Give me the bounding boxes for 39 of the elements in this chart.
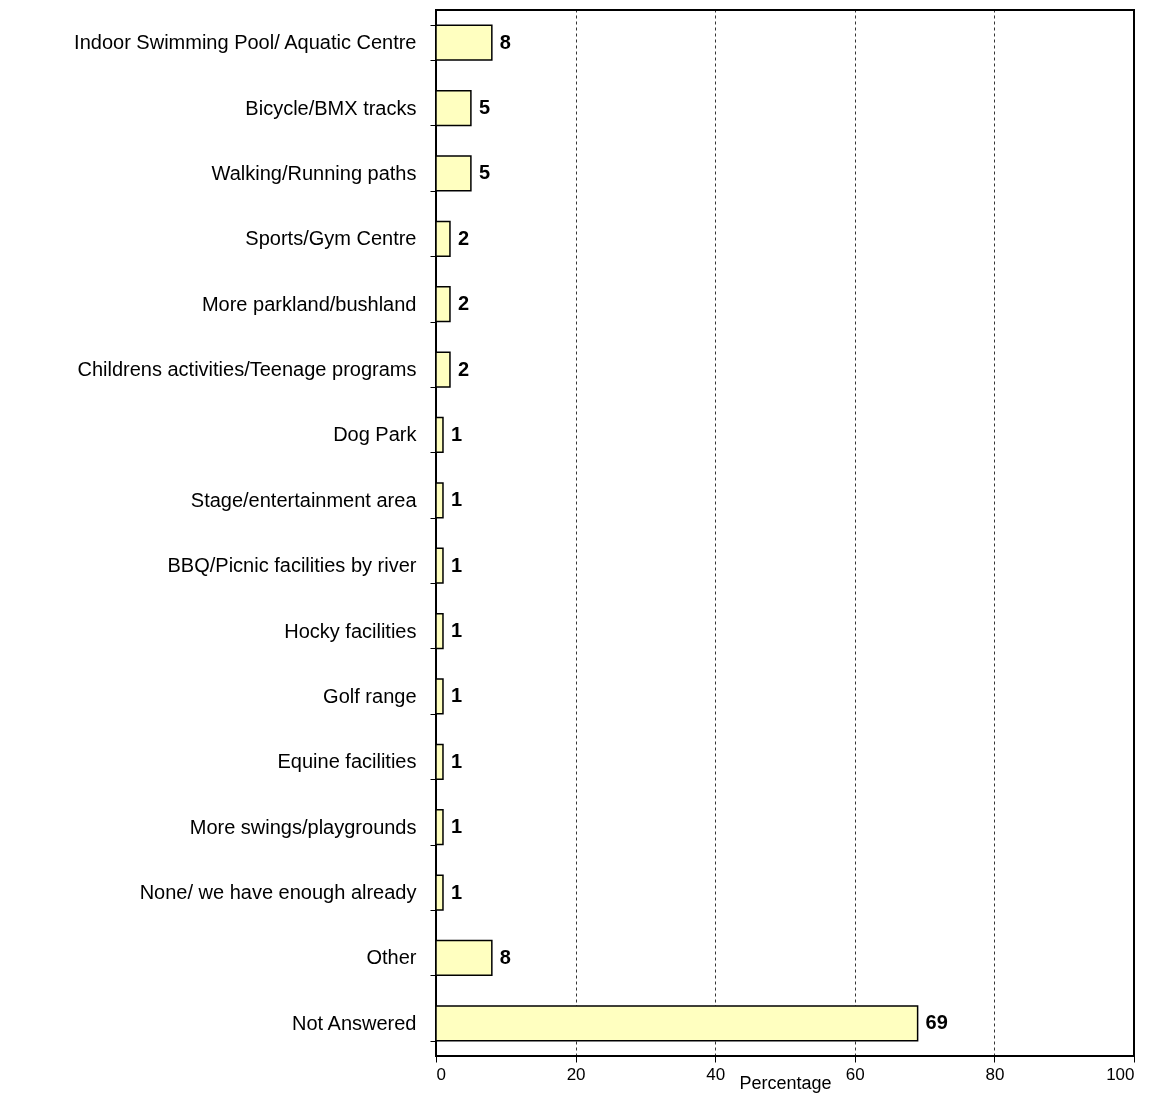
y-tick-label: Equine facilities xyxy=(277,750,417,773)
data-label: 1 xyxy=(450,815,463,838)
x-tick-label: 80 xyxy=(985,1064,1005,1084)
data-label: 1 xyxy=(450,684,463,707)
y-tick-label: Stage/entertainment area xyxy=(190,488,418,511)
data-label: 1 xyxy=(450,619,463,642)
data-label: 2 xyxy=(457,226,470,249)
y-tick-label: Sports/Gym Centre xyxy=(245,227,417,250)
y-tick-label: Dog Park xyxy=(333,423,418,446)
data-label: 5 xyxy=(478,161,491,184)
data-label: 1 xyxy=(450,880,463,903)
data-label: 5 xyxy=(478,96,491,119)
y-tick-label: Walking/Running paths xyxy=(211,161,417,184)
y-tick-label: More swings/playgrounds xyxy=(189,815,417,838)
y-tick-label: Not Answered xyxy=(291,1011,417,1034)
y-tick-label: BBQ/Picnic facilities by river xyxy=(167,554,417,577)
x-tick-label: 0 xyxy=(436,1064,446,1084)
y-tick-label: Bicycle/BMX tracks xyxy=(245,96,417,119)
y-tick-label: None/ we have enough already xyxy=(139,881,417,904)
data-label: 1 xyxy=(450,422,463,445)
x-tick-label: 40 xyxy=(706,1064,726,1084)
data-label: 1 xyxy=(450,488,463,511)
data-label: 69 xyxy=(925,1011,948,1034)
x-axis-title: Percentage xyxy=(739,1072,832,1093)
data-label: 2 xyxy=(457,292,470,315)
data-label: 1 xyxy=(450,749,463,772)
y-tick-label: Indoor Swimming Pool/ Aquatic Centre xyxy=(74,31,417,54)
y-tick-label: Hocky facilities xyxy=(284,619,417,642)
y-tick-label: Other xyxy=(366,946,417,969)
y-tick-label: More parkland/bushland xyxy=(201,292,417,315)
data-label: 2 xyxy=(457,357,470,380)
y-tick-label: Golf range xyxy=(323,684,417,707)
x-tick-label: 100 xyxy=(1106,1064,1135,1084)
y-tick-label: Childrens activities/Teenage programs xyxy=(77,358,417,381)
x-tick-label: 20 xyxy=(566,1064,586,1084)
x-tick-label: 60 xyxy=(845,1064,865,1084)
data-label: 1 xyxy=(450,553,463,576)
data-label: 8 xyxy=(499,945,511,968)
data-label: 8 xyxy=(499,30,511,53)
